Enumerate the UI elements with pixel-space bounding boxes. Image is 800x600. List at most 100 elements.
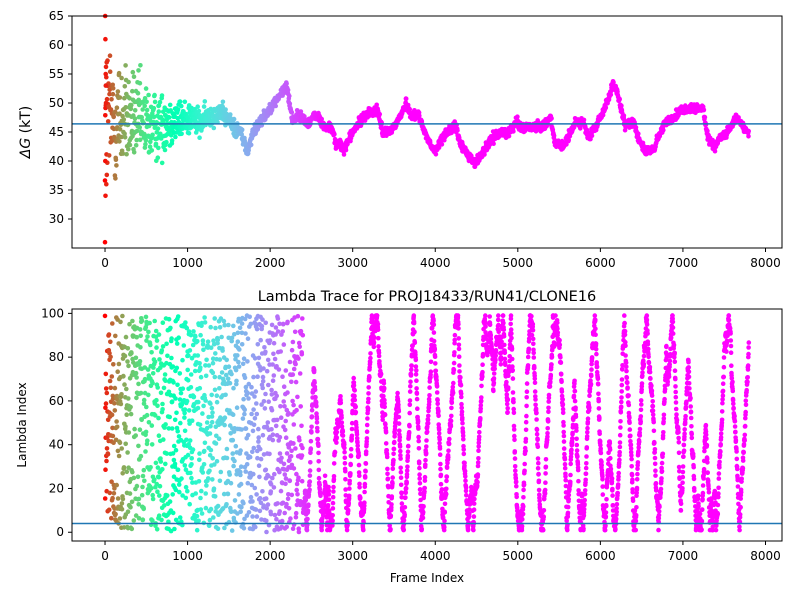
data-point: [746, 128, 751, 134]
data-point: [174, 365, 180, 371]
data-point: [390, 481, 395, 486]
data-point: [155, 403, 160, 409]
data-point: [211, 486, 217, 492]
data-point: [210, 456, 215, 461]
data-point: [198, 374, 204, 380]
data-point: [450, 390, 456, 396]
data-point: [285, 87, 291, 93]
data-point: [251, 374, 256, 380]
data-point: [160, 407, 165, 412]
data-point: [142, 131, 147, 137]
data-point: [287, 93, 292, 99]
data-point: [123, 63, 128, 68]
data-point: [403, 495, 408, 500]
data-point: [288, 516, 293, 521]
data-point: [124, 469, 130, 475]
data-point: [202, 99, 208, 104]
data-point: [198, 507, 204, 512]
data-point: [182, 463, 188, 468]
data-point: [388, 526, 393, 532]
data-point: [313, 399, 319, 405]
data-point: [293, 514, 299, 520]
data-point: [110, 82, 115, 88]
data-point: [189, 462, 194, 467]
data-point: [134, 375, 139, 380]
data-point: [443, 491, 449, 497]
data-point: [431, 322, 437, 328]
data-point: [226, 364, 232, 370]
data-point: [122, 135, 128, 140]
data-point: [129, 102, 134, 108]
data-point: [161, 385, 167, 391]
data-point: [149, 442, 155, 447]
data-point: [130, 469, 135, 475]
bottom-chart-title: Lambda Trace for PROJ18433/RUN41/CLONE16: [258, 289, 597, 305]
data-point: [172, 526, 177, 532]
data-point: [460, 415, 465, 421]
data-point: [253, 507, 259, 512]
data-point: [413, 364, 419, 369]
data-point: [342, 461, 348, 466]
data-point: [126, 396, 131, 401]
data-point: [420, 515, 426, 521]
data-point: [272, 512, 278, 518]
data-point: [396, 421, 402, 426]
data-point: [146, 329, 151, 335]
data-point: [213, 441, 219, 446]
data-point: [171, 457, 177, 463]
data-point: [239, 342, 245, 347]
data-point: [220, 99, 226, 105]
data-point: [285, 319, 290, 325]
data-point: [231, 463, 236, 469]
data-point: [405, 453, 411, 459]
data-point: [338, 400, 344, 406]
data-point: [139, 318, 145, 324]
data-point: [417, 481, 423, 486]
data-point: [357, 485, 362, 490]
data-point: [245, 432, 251, 438]
data-point: [405, 449, 411, 455]
data-point: [277, 469, 282, 475]
data-point: [416, 438, 422, 444]
data-point: [399, 501, 405, 506]
data-point: [269, 387, 274, 393]
data-point: [194, 513, 200, 519]
data-point: [344, 527, 350, 533]
data-point: [250, 428, 256, 434]
data-point: [511, 129, 516, 134]
data-point: [415, 418, 421, 424]
data-point: [167, 499, 173, 504]
data-point: [115, 448, 121, 454]
data-point: [581, 117, 587, 123]
data-point: [427, 393, 432, 398]
data-point: [464, 493, 469, 498]
data-point: [331, 461, 337, 466]
data-point: [220, 348, 225, 353]
data-point: [104, 172, 110, 178]
data-point: [457, 369, 462, 374]
data-point: [339, 415, 344, 421]
data-point: [224, 357, 229, 363]
data-point: [376, 353, 382, 359]
data-point: [447, 436, 452, 442]
data-point: [398, 482, 404, 488]
data-point: [103, 83, 109, 88]
data-point: [317, 482, 323, 488]
data-point: [108, 339, 113, 345]
data-point: [297, 438, 302, 443]
data-point: [106, 332, 112, 337]
data-point: [452, 337, 458, 343]
data-point: [471, 527, 476, 533]
data-point: [123, 105, 129, 110]
data-point: [284, 501, 289, 507]
data-point: [113, 333, 118, 339]
data-point: [376, 335, 381, 341]
data-point: [434, 384, 440, 389]
data-point: [141, 506, 146, 512]
data-point: [391, 451, 396, 457]
data-point: [281, 321, 286, 327]
data-point: [253, 524, 258, 530]
data-point: [271, 485, 277, 490]
data-point: [356, 462, 362, 468]
